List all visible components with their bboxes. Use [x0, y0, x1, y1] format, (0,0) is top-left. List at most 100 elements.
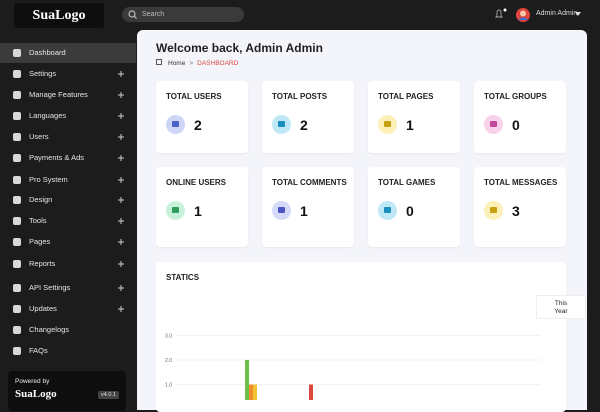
sidebar-icon — [13, 217, 21, 225]
sidebar-item[interactable]: Updates — [0, 299, 136, 319]
expand-icon — [118, 134, 124, 140]
sidebar-item[interactable]: Pages — [0, 232, 136, 252]
stat-glyph — [384, 207, 391, 213]
stat-icon — [166, 201, 185, 220]
sidebar-item[interactable]: Users — [0, 127, 136, 147]
y-tick-label: 2.0 — [165, 358, 172, 364]
stat-icon — [378, 201, 397, 220]
sidebar-label: Settings — [29, 69, 57, 78]
stat-glyph — [172, 121, 179, 127]
sidebar-item[interactable]: Reports — [0, 254, 136, 274]
sidebar-item[interactable]: Manage Features — [0, 85, 136, 105]
top-bar: SuaLogo Search Admin Admin — [0, 0, 600, 30]
search-box[interactable]: Search — [122, 7, 244, 22]
stat-glyph — [490, 121, 497, 127]
stat-value: 1 — [300, 203, 308, 219]
sidebar-item[interactable]: Languages — [0, 106, 136, 126]
page-title: Welcome back, Admin Admin — [156, 41, 323, 55]
search-icon — [128, 10, 137, 19]
plus-shape — [118, 261, 124, 267]
stat-label: ONLINE USERS — [166, 178, 227, 187]
plus-shape — [118, 134, 124, 140]
plus-shape — [118, 71, 124, 77]
plus-shape — [118, 177, 124, 183]
sidebar-label: Reports — [29, 259, 56, 268]
sidebar-icon — [13, 347, 21, 355]
sidebar: Dashboard Settings Manage Features Language… — [0, 30, 136, 400]
sidebar-icon — [13, 305, 21, 313]
sidebar-label: API Settings — [29, 283, 71, 292]
expand-icon — [118, 177, 124, 183]
sidebar-item[interactable]: Changelogs — [0, 320, 136, 340]
stat-glyph — [278, 121, 285, 127]
sidebar-label: Pages — [29, 237, 51, 246]
sidebar-label: Manage Features — [29, 90, 88, 99]
stat-value: 0 — [512, 117, 520, 133]
sidebar-label: Tools — [29, 216, 47, 225]
expand-icon — [118, 155, 124, 161]
sidebar-icon — [13, 91, 21, 99]
bar — [309, 384, 313, 400]
statics-title: STATICS — [166, 273, 200, 282]
bar — [249, 384, 253, 400]
powered-by: Powered by — [15, 378, 50, 385]
sidebar-item[interactable]: Settings — [0, 64, 136, 84]
plus-shape — [118, 306, 124, 312]
breadcrumb-current: DASHBOARD — [197, 60, 239, 67]
expand-icon — [118, 71, 124, 77]
statics-plot: 1.0 2.0 3.0 — [165, 334, 541, 400]
sidebar-item[interactable]: Dashboard — [0, 43, 136, 63]
avatar[interactable] — [515, 7, 531, 23]
sidebar-item[interactable]: Pro System — [0, 170, 136, 190]
stat-label: TOTAL POSTS — [272, 92, 328, 101]
logo[interactable]: SuaLogo — [14, 3, 104, 28]
sidebar-item[interactable]: API Settings — [0, 278, 136, 298]
sidebar-icon — [13, 154, 21, 162]
sidebar-item[interactable]: Design — [0, 190, 136, 210]
sidebar-label: Changelogs — [29, 325, 70, 334]
y-tick-label: 1.0 — [165, 383, 172, 389]
sidebar-item[interactable]: Tools — [0, 211, 136, 231]
chart-legend: This Year — [536, 295, 586, 319]
plus-shape — [118, 113, 124, 119]
stat-icon — [272, 201, 291, 220]
bar — [253, 384, 257, 400]
expand-icon — [118, 261, 124, 267]
sidebar-icon — [13, 70, 21, 78]
stat-glyph — [490, 207, 497, 213]
expand-icon — [118, 197, 124, 203]
sidebar-label: Design — [29, 195, 53, 204]
caret — [575, 12, 581, 16]
sidebar-icon — [13, 326, 21, 334]
sidebar-label: Dashboard — [29, 48, 66, 57]
stat-value: 2 — [300, 117, 308, 133]
plus-shape — [118, 218, 124, 224]
sidebar-item[interactable]: Payments & Ads — [0, 148, 136, 168]
breadcrumb-sep: > — [189, 60, 194, 67]
notification-bell[interactable] — [494, 8, 508, 20]
stat-card: ONLINE USERS 1 — [156, 167, 248, 247]
expand-icon — [118, 239, 124, 245]
sidebar-footer: Powered by SuaLogo v4.0.1 — [8, 371, 126, 411]
sidebar-icon — [13, 112, 21, 120]
sidebar-icon — [13, 176, 21, 184]
sidebar-label: Pro System — [29, 175, 68, 184]
stat-icon — [484, 201, 503, 220]
stat-card: TOTAL MESSAGES 3 — [474, 167, 566, 247]
stat-value: 1 — [406, 117, 414, 133]
stat-card: TOTAL USERS 2 — [156, 81, 248, 153]
sidebar-icon — [13, 133, 21, 141]
sidebar-item[interactable]: FAQs — [0, 341, 136, 361]
version: v4.0.1 — [98, 391, 119, 399]
stat-card: TOTAL GROUPS 0 — [474, 81, 566, 153]
breadcrumb-home[interactable]: Home — [168, 60, 186, 67]
sidebar-icon — [13, 238, 21, 246]
home-icon — [156, 59, 162, 65]
plus-shape — [118, 92, 124, 98]
sidebar-label: Users — [29, 132, 49, 141]
user-name[interactable]: Admin Admin — [536, 10, 578, 17]
bar — [245, 360, 249, 400]
plus-shape — [118, 285, 124, 291]
expand-icon — [118, 218, 124, 224]
stat-glyph — [384, 121, 391, 127]
